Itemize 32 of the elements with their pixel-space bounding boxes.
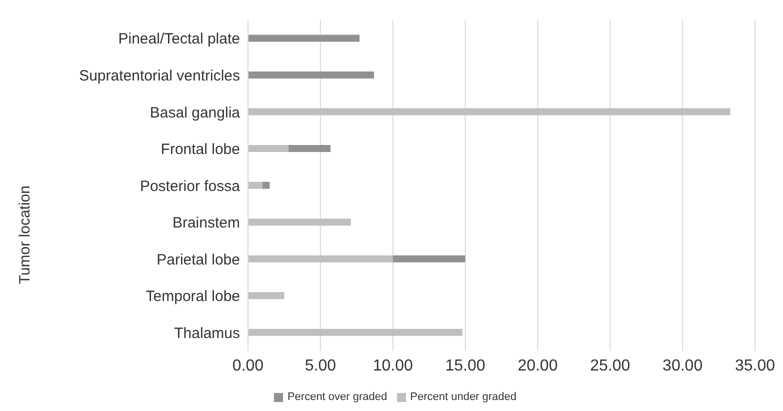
bar	[248, 145, 289, 152]
bar	[288, 145, 331, 152]
bar	[392, 255, 466, 262]
bar	[248, 328, 462, 336]
bar	[248, 182, 262, 189]
legend-label: Percent over graded	[287, 391, 388, 403]
y-axis-title: Tumor location	[16, 186, 34, 284]
x-tick-label: 30.00	[662, 357, 703, 374]
x-tick-label: 25.00	[590, 357, 630, 374]
y-tick-label: Pineal/Tectal plate	[118, 30, 240, 48]
x-tick-label: 35.00	[734, 357, 776, 374]
x-tick-label: 20.00	[518, 357, 558, 374]
y-tick-label: Posterior fossa	[140, 178, 241, 195]
y-tick-label: Temporal lobe	[146, 288, 240, 306]
y-tick-label: Parietal lobe	[156, 251, 240, 268]
x-tick-label: 10.00	[372, 357, 413, 374]
x-tick-label: 15.00	[445, 357, 486, 374]
x-tick-label: 0.00	[232, 357, 264, 374]
legend-label: Percent under graded	[410, 391, 517, 403]
bar	[248, 218, 351, 226]
y-tick-label: Thalamus	[174, 324, 240, 342]
bar	[248, 34, 360, 42]
y-tick-label: Brainstem	[172, 214, 240, 232]
y-tick-label: Basal ganglia	[150, 104, 241, 122]
y-tick-label: Frontal lobe	[160, 141, 240, 158]
bar	[262, 182, 270, 189]
bar	[248, 255, 393, 262]
y-tick-label: Supratentorial ventricles	[79, 67, 240, 84]
bar	[248, 108, 730, 116]
x-tick-label: 5.00	[304, 357, 336, 374]
bar	[248, 292, 284, 300]
bar	[248, 71, 374, 78]
